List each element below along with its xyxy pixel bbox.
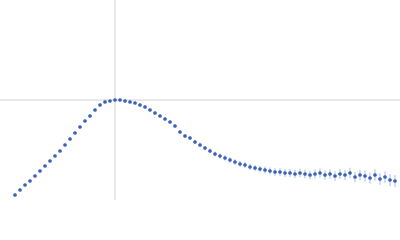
data-point — [273, 170, 277, 174]
data-point — [48, 159, 52, 163]
data-point — [143, 105, 147, 109]
data-point — [53, 154, 57, 158]
data-point — [108, 99, 112, 103]
data-point — [373, 173, 377, 177]
data-point — [148, 108, 152, 112]
data-point — [288, 171, 292, 175]
data-point — [328, 172, 332, 176]
data-point — [303, 172, 307, 176]
data-point — [88, 114, 92, 118]
data-point — [233, 160, 237, 164]
data-point — [358, 173, 362, 177]
data-point — [238, 162, 242, 166]
data-point — [203, 146, 207, 150]
data-point — [168, 120, 172, 124]
data-point — [243, 163, 247, 167]
data-point — [138, 103, 142, 107]
data-point — [348, 171, 352, 175]
data-point — [188, 136, 192, 140]
data-point — [293, 172, 297, 176]
data-point — [228, 158, 232, 162]
data-point — [73, 131, 77, 135]
data-point — [258, 167, 262, 171]
data-point — [153, 111, 157, 115]
data-point — [193, 140, 197, 144]
data-point — [58, 149, 62, 153]
data-point — [103, 100, 107, 104]
data-point — [13, 193, 17, 197]
chart — [0, 0, 400, 200]
data-point — [158, 114, 162, 118]
data-point — [308, 173, 312, 177]
data-point — [223, 156, 227, 160]
data-point — [23, 183, 27, 187]
data-point — [278, 170, 282, 174]
data-point — [363, 174, 367, 178]
data-point — [78, 125, 82, 129]
data-point — [38, 169, 42, 173]
data-point — [93, 108, 97, 112]
data-point — [183, 134, 187, 138]
data-point — [118, 98, 122, 102]
data-point — [98, 103, 102, 107]
data-point — [253, 166, 257, 170]
data-point — [213, 152, 217, 156]
data-point — [83, 119, 87, 123]
data-point — [263, 168, 267, 172]
data-point — [18, 188, 22, 192]
data-point — [128, 100, 132, 104]
data-point — [28, 179, 32, 183]
data-point — [33, 174, 37, 178]
data-point — [393, 179, 397, 183]
data-point — [198, 143, 202, 147]
data-point — [63, 143, 67, 147]
data-point — [68, 137, 72, 141]
data-point — [43, 164, 47, 168]
data-point — [353, 175, 357, 179]
data-point — [333, 174, 337, 178]
data-point — [163, 117, 167, 121]
data-point — [388, 178, 392, 182]
data-point — [368, 176, 372, 180]
data-point — [113, 98, 117, 102]
data-point — [248, 165, 252, 169]
data-point — [133, 101, 137, 105]
data-point — [268, 169, 272, 173]
data-point — [218, 154, 222, 158]
data-point — [313, 172, 317, 176]
data-point — [173, 124, 177, 128]
data-point — [283, 171, 287, 175]
data-point — [123, 99, 127, 103]
data-point — [383, 175, 387, 179]
data-point — [318, 171, 322, 175]
data-point — [338, 172, 342, 176]
data-point — [298, 171, 302, 175]
data-point — [378, 177, 382, 181]
data-point — [208, 149, 212, 153]
data-point — [323, 173, 327, 177]
data-point — [178, 130, 182, 134]
data-point — [343, 173, 347, 177]
